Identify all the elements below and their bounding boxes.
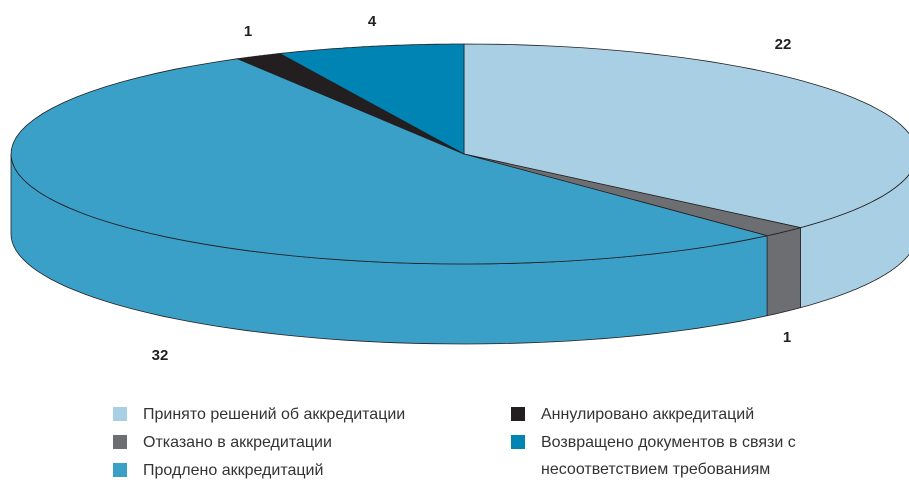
legend-label: Аннулировано аккредитаций bbox=[541, 406, 755, 423]
legend-item: Продлено аккредитаций bbox=[113, 457, 433, 483]
legend-label: Возвращено документов в связи с несоотве… bbox=[541, 434, 796, 478]
legend-swatch bbox=[113, 435, 127, 449]
legend-label: Отказано в аккредитации bbox=[143, 434, 332, 451]
legend-label: Принято решений об аккредитации bbox=[143, 406, 406, 423]
slice bbox=[463, 153, 801, 237]
legend-item: Аннулировано аккредитаций bbox=[511, 401, 831, 428]
slice bbox=[278, 43, 465, 155]
slice bbox=[236, 53, 465, 155]
legend-item: Возвращено документов в связи с несоотве… bbox=[511, 429, 831, 483]
data-label: 22 bbox=[775, 36, 792, 53]
legend-swatch bbox=[113, 463, 127, 477]
slice-side bbox=[766, 227, 801, 317]
legend-item: Отказано в аккредитации bbox=[113, 429, 433, 456]
data-label: 4 bbox=[368, 13, 377, 30]
chart: 22 1 32 1 4 bbox=[10, 13, 909, 364]
legend-item: Принято решений об аккредитации bbox=[113, 401, 433, 428]
data-label: 1 bbox=[244, 23, 252, 40]
legend-swatch bbox=[511, 435, 525, 449]
legend-swatch bbox=[511, 407, 525, 421]
data-label: 32 bbox=[152, 347, 169, 364]
legend-swatch bbox=[113, 407, 127, 421]
legend-label: Продлено аккредитаций bbox=[143, 462, 324, 479]
data-label: 1 bbox=[783, 329, 791, 346]
slice bbox=[463, 43, 909, 229]
slice bbox=[10, 58, 768, 265]
